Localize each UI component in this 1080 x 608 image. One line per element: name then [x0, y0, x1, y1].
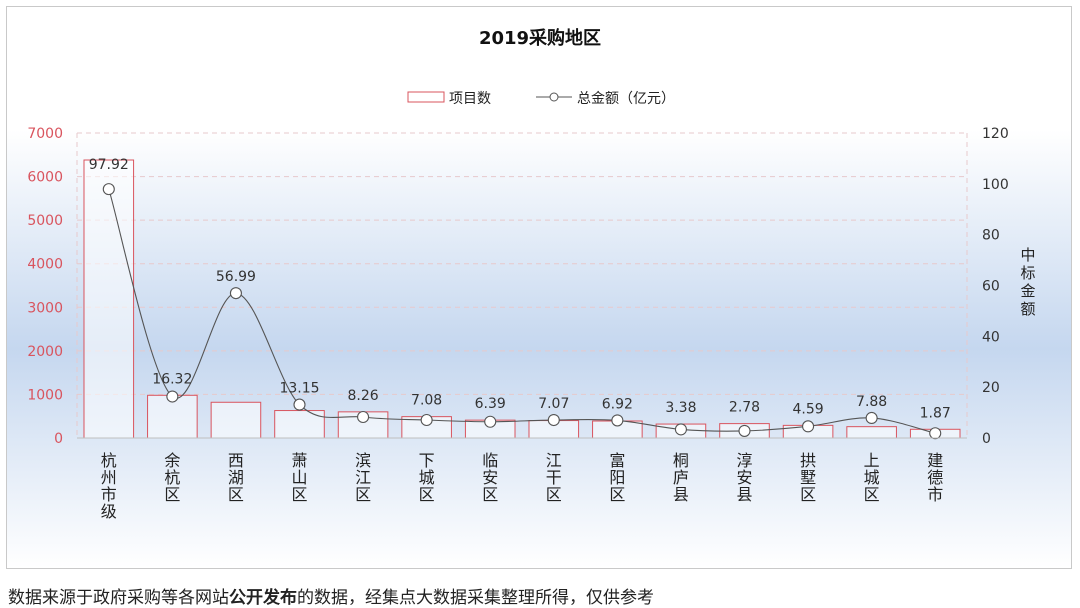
- line-point: [229, 287, 242, 300]
- left-axis-tick-label: 1000: [27, 387, 63, 403]
- line-points: [102, 183, 942, 440]
- data-labels: 97.92 16.32 56.99 13.15 8.26 7.08 6.39 7.07 6.92…: [89, 157, 951, 421]
- footer-text-part1: 数据来源于政府采购等各网站: [8, 588, 229, 608]
- footer-text-part2: 的数据，经集点大数据采集整理所得，仅供参考: [297, 588, 654, 608]
- bar: [210, 401, 262, 439]
- data-label: 7.08: [411, 393, 442, 409]
- category-label: 江干区: [546, 451, 562, 504]
- right-axis-tick-label: 80: [982, 228, 1000, 244]
- line-series: [108, 188, 936, 434]
- grid-lines: [76, 132, 968, 438]
- legend-bar-swatch: [407, 91, 445, 103]
- line-point: [674, 423, 687, 436]
- data-label: 97.92: [89, 157, 129, 173]
- data-label: 1.87: [920, 405, 951, 421]
- left-axis-tick-label: 3000: [27, 300, 63, 316]
- legend-line-label: 总金额（亿元）: [577, 91, 675, 107]
- left-axis-tick-label: 5000: [27, 213, 63, 229]
- data-label: 6.39: [475, 396, 506, 412]
- bar: [83, 159, 135, 439]
- data-label: 16.32: [152, 371, 192, 387]
- line-point: [865, 411, 878, 425]
- footer-text-bold: 公开发布: [229, 588, 297, 608]
- legend-bar-label: 项目数: [449, 91, 491, 107]
- axes: 0 1000 2000 3000 4000 5000 6000 7000 0 20 40 60 80 10…: [27, 126, 1008, 521]
- legend-line-marker: [549, 92, 559, 102]
- right-axis-tick-label: 20: [982, 380, 1000, 396]
- line-point: [293, 398, 306, 411]
- line-point: [929, 427, 942, 440]
- data-label: 2.78: [729, 400, 760, 416]
- left-axis-tick-label: 0: [54, 431, 63, 447]
- line-point: [611, 414, 624, 427]
- chart-title: 2019采购地区: [479, 27, 601, 49]
- right-axis-tick-label: 40: [982, 329, 1000, 345]
- bar: [846, 426, 897, 439]
- category-label: 建德市: [927, 451, 943, 504]
- left-axis-tick-label: 2000: [27, 344, 63, 360]
- category-label: 拱墅区: [800, 451, 816, 504]
- right-axis-title: 中标金额: [1020, 246, 1035, 318]
- category-label: 临安区: [482, 451, 498, 504]
- category-label: 桐庐县: [673, 451, 689, 504]
- line-point: [802, 420, 815, 433]
- right-axis-tick-label: 0: [982, 431, 991, 447]
- plot-background: [7, 130, 1071, 568]
- bar-series: [83, 159, 961, 439]
- category-label: 滨江区: [355, 451, 371, 504]
- line-point: [738, 424, 751, 437]
- category-label: 杭州市级: [101, 451, 117, 521]
- line-point: [484, 415, 497, 428]
- category-label: 萧山区: [291, 451, 307, 504]
- data-label: 56.99: [216, 269, 256, 285]
- chart: 97.92 16.32 56.99 13.15 8.26 7.08 6.39 7.07 6.92…: [7, 27, 1071, 568]
- category-label: 余杭区: [164, 451, 180, 504]
- line-point: [102, 183, 115, 196]
- bar: [274, 410, 325, 439]
- category-label: 西湖区: [228, 451, 244, 504]
- category-label: 下城区: [419, 451, 435, 504]
- data-label: 6.92: [602, 396, 633, 412]
- left-axis-tick-label: 6000: [27, 170, 63, 186]
- footer-note: 数据来源于政府采购等各网站公开发布的数据，经集点大数据采集整理所得，仅供参考: [8, 583, 654, 608]
- right-axis-tick-label: 60: [982, 279, 1000, 295]
- total-amount-line: [108, 188, 936, 434]
- line-point: [166, 390, 179, 403]
- left-axis-tick-label: 7000: [27, 126, 63, 142]
- data-label: 7.07: [538, 396, 569, 412]
- right-axis-tick-label: 120: [982, 126, 1009, 142]
- data-label: 13.15: [279, 381, 319, 397]
- category-label: 淳安县: [736, 451, 752, 504]
- category-label: 上城区: [864, 451, 880, 504]
- data-label: 7.88: [856, 394, 887, 410]
- line-point: [357, 410, 370, 424]
- data-label: 4.59: [792, 401, 823, 417]
- line-point: [547, 413, 560, 427]
- legend: 项目数 总金额（亿元）: [407, 91, 675, 107]
- right-axis-tick-label: 100: [982, 177, 1009, 193]
- category-label: 富阳区: [609, 451, 625, 504]
- line-point: [420, 413, 433, 427]
- left-axis-tick-label: 4000: [27, 257, 63, 273]
- data-label: 8.26: [347, 388, 378, 404]
- data-label: 3.38: [665, 400, 696, 416]
